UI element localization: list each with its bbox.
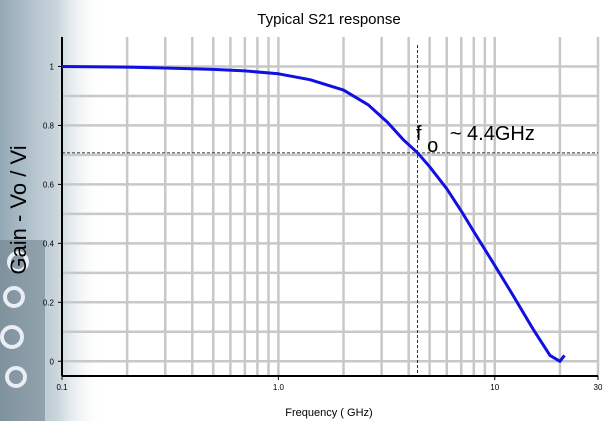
- x-tick-label: 30: [594, 383, 602, 392]
- chart-title: Typical S21 response: [257, 11, 400, 28]
- reference-lines: [62, 45, 598, 376]
- y-tick-label: 0.8: [43, 121, 55, 130]
- x-tick-label: 1.0: [273, 383, 285, 392]
- grid: [62, 37, 600, 376]
- fo-annotation-subscript: o: [427, 135, 438, 157]
- y-tick-label: 1: [50, 62, 55, 71]
- fo-annotation-f: f: [416, 123, 422, 145]
- axes: [61, 37, 598, 377]
- tick-labels: 0.1 1.0 10 30 0 0.2 0.4 0.6 0.8 1: [43, 62, 602, 392]
- y-tick-label: 0.2: [43, 298, 55, 307]
- x-tick-label: 0.1: [56, 383, 68, 392]
- y-tick-label: 0.4: [43, 239, 55, 248]
- s21-response-curve: [61, 65, 566, 363]
- y-tick-label: 0: [50, 357, 55, 366]
- y-axis-label: Gain - Vo / Vi: [6, 145, 31, 274]
- x-tick-label: 10: [490, 383, 499, 392]
- fo-annotation-value: ~ 4.4GHz: [450, 123, 535, 145]
- x-axis-label: Frequency ( GHz): [285, 407, 372, 419]
- fo-annotation: f o ~ 4.4GHz: [416, 123, 535, 157]
- y-tick-label: 0.6: [43, 180, 55, 189]
